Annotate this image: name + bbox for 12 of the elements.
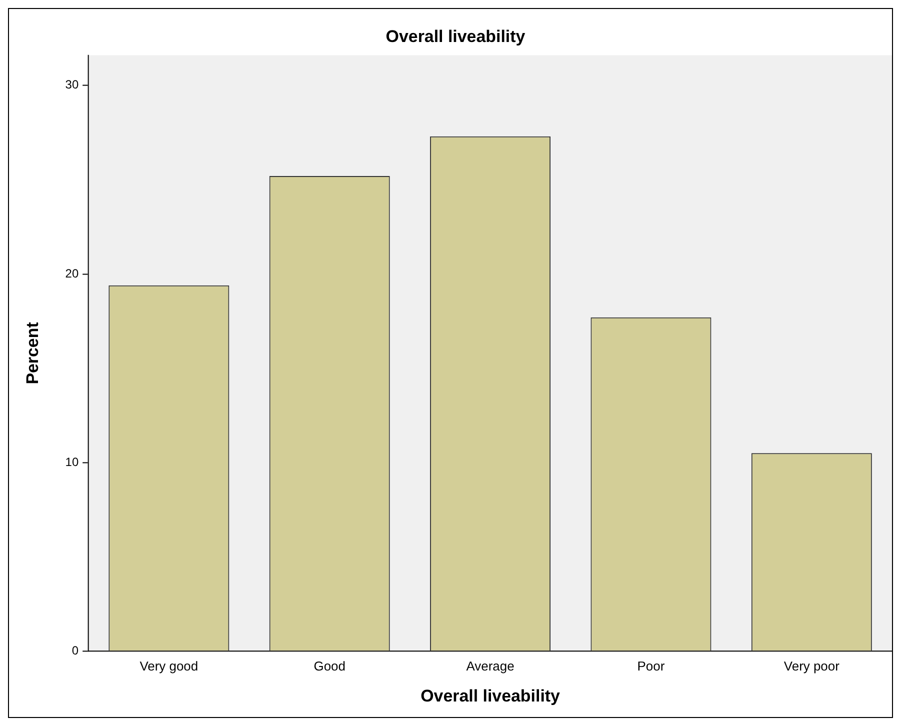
y-axis-title: Percent — [22, 322, 42, 384]
x-tick-label: Very poor — [784, 658, 840, 674]
x-tick-label: Average — [466, 658, 514, 674]
y-tick-label: 0 — [72, 643, 79, 658]
x-tick-label: Very good — [140, 658, 198, 674]
y-tick-label: 20 — [65, 266, 79, 280]
x-tick-label: Good — [314, 658, 346, 674]
y-tick-label: 10 — [65, 454, 79, 469]
chart-title: Overall liveability — [386, 26, 526, 46]
x-axis-title: Overall liveability — [420, 686, 561, 706]
x-tick-label: Poor — [637, 658, 666, 674]
y-tick-label: 30 — [65, 78, 79, 92]
